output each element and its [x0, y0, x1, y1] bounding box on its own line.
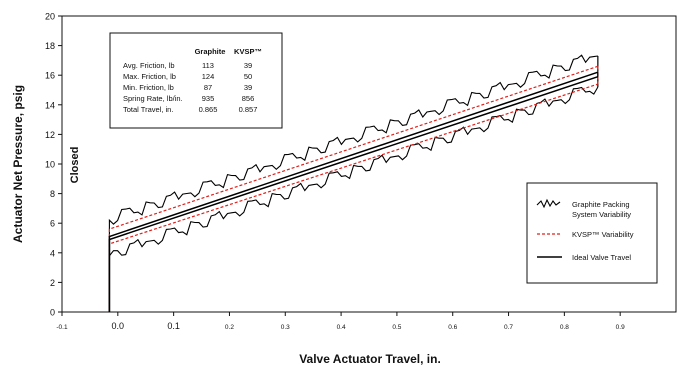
stats-row-kvsp: 39	[244, 61, 252, 70]
stats-table: Graphite KVSP™ Avg. Friction, lb 113 39 …	[109, 32, 283, 129]
series-jagged-upper	[108, 54, 598, 312]
stats-row-label: Max. Friction, lb	[123, 72, 176, 81]
x-tick-label: 0.8	[560, 324, 569, 331]
stats-row-graphite: 124	[202, 72, 215, 81]
x-tick-label: 0.4	[337, 324, 346, 331]
x-tick-label: 0.5	[392, 324, 401, 331]
stats-header-graphite: Graphite	[195, 47, 226, 56]
legend-swatch-graphite	[536, 198, 561, 209]
stats-row-kvsp: 856	[242, 94, 255, 103]
stats-row-label: Spring Rate, lb/in.	[123, 94, 183, 103]
stats-row-graphite: 87	[204, 83, 212, 92]
y-tick-label: 8	[50, 189, 55, 199]
x-tick-label: 0.6	[448, 324, 457, 331]
x-tick-label: 0.7	[504, 324, 513, 331]
legend-label-kvsp: KVSP™ Variability	[572, 230, 634, 239]
stats-row-label: Min. Friction, lb	[123, 83, 174, 92]
legend-label-ideal: Ideal Valve Travel	[572, 253, 631, 262]
x-tick-label: 0.1	[167, 321, 180, 331]
series-solid-lower	[108, 75, 599, 312]
legend-box	[526, 182, 658, 284]
y-tick-label: 20	[45, 12, 55, 22]
legend-label-graphite-line2: System Variability	[572, 210, 631, 219]
stats-row-label: Total Travel, in.	[123, 105, 173, 114]
stats-row-graphite: 0.865	[199, 105, 218, 114]
y-axis-title: Actuator Net Pressure, psig	[11, 85, 25, 243]
y-tick-label: 0	[50, 308, 55, 318]
stats-table-box	[109, 32, 283, 129]
closed-annotation: Closed	[69, 147, 81, 184]
series-layer	[108, 54, 599, 312]
y-tick-label: 14	[45, 100, 55, 110]
x-tick-label: 0.0	[112, 321, 125, 331]
x-tick-label: 0.9	[616, 324, 625, 331]
y-tick-label: 6	[50, 219, 55, 229]
x-tick-label: -0.1	[56, 324, 68, 331]
y-tick-label: 10	[45, 160, 55, 170]
stats-row-label: Avg. Friction, lb	[123, 61, 175, 70]
stats-row-kvsp: 50	[244, 72, 252, 81]
x-axis-ticks: -0.1 0.0 0.1 0.2 0.3 0.4 0.5 0.6 0.7 0.8 0.9	[56, 312, 625, 331]
y-axis-ticks: 0 2 4 6 8 10 12 14 16 18 20	[45, 12, 62, 318]
y-tick-label: 18	[45, 41, 55, 51]
stats-row-kvsp: 0.857	[239, 105, 258, 114]
stats-row-graphite: 935	[202, 94, 215, 103]
stats-row-graphite: 113	[202, 61, 214, 70]
x-axis-title: Valve Actuator Travel, in.	[299, 352, 441, 366]
y-tick-label: 2	[50, 278, 55, 288]
legend: Graphite Packing System Variability KVSP…	[526, 182, 658, 284]
x-tick-label: 0.2	[225, 324, 234, 331]
y-tick-label: 16	[45, 71, 55, 81]
stats-header-kvsp: KVSP™	[234, 47, 262, 56]
y-tick-label: 4	[50, 248, 55, 258]
y-tick-label: 12	[45, 130, 55, 140]
x-tick-label: 0.3	[281, 324, 290, 331]
legend-label-graphite-line1: Graphite Packing	[572, 200, 630, 209]
stats-row-kvsp: 39	[244, 83, 252, 92]
